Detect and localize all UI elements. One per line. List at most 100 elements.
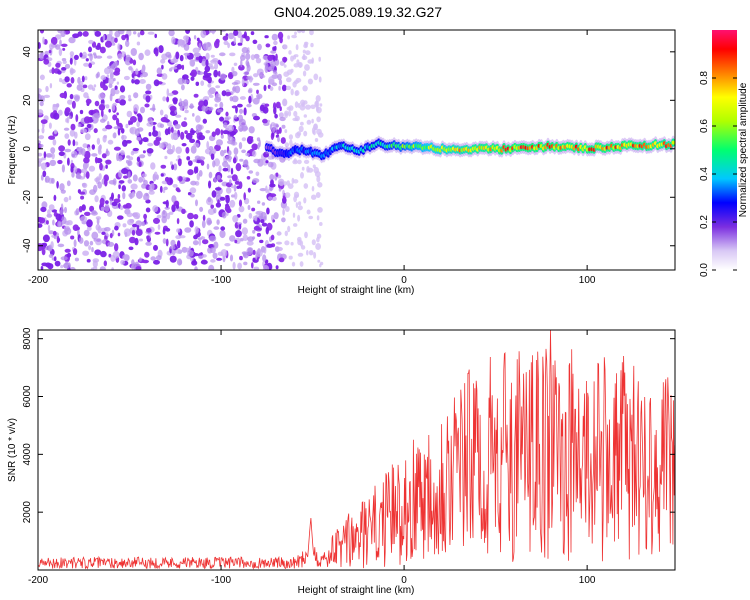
noise-blob: [208, 106, 214, 111]
noise-blob: [80, 195, 85, 200]
noise-blob: [201, 105, 209, 112]
noise-blob: [215, 128, 221, 136]
noise-blob: [170, 66, 178, 70]
noise-blob: [245, 35, 250, 42]
noise-blob: [183, 52, 190, 56]
noise-blob: [243, 261, 248, 266]
x-tick-label: -200: [28, 575, 48, 586]
noise-blob: [253, 225, 260, 231]
noise-blob: [239, 158, 244, 162]
noise-blob: [222, 167, 229, 172]
noise-blob: [59, 209, 64, 216]
noise-blob: [249, 136, 254, 140]
noise-blob: [170, 58, 178, 64]
noise-blob: [278, 79, 283, 86]
noise-blob: [178, 235, 186, 239]
noise-blob: [246, 75, 251, 80]
noise-blob: [187, 160, 193, 167]
noise-blob: [278, 178, 285, 186]
noise-blob: [286, 77, 292, 83]
noise-blob: [55, 213, 62, 221]
noise-blob: [292, 212, 296, 218]
noise-blob: [112, 178, 117, 186]
noise-blob: [297, 236, 302, 242]
noise-blob: [284, 142, 290, 148]
noise-blob: [235, 230, 242, 238]
noise-blob: [286, 180, 291, 187]
noise-blob: [88, 46, 92, 53]
noise-blob: [210, 204, 214, 209]
noise-blob: [184, 130, 188, 135]
noise-blob: [111, 201, 118, 207]
noise-blob: [146, 148, 154, 154]
noise-blob: [162, 96, 167, 102]
noise-blob: [252, 229, 256, 234]
noise-blob: [40, 266, 44, 270]
noise-blob: [317, 132, 324, 138]
noise-blob: [66, 252, 72, 258]
y-tick-label: 2000: [22, 501, 33, 524]
noise-blob: [293, 158, 297, 164]
noise-blob: [75, 141, 79, 146]
noise-blob: [64, 133, 70, 139]
noise-blob: [162, 189, 166, 194]
noise-blob: [92, 52, 97, 56]
noise-blob: [275, 265, 279, 270]
noise-blob: [94, 156, 98, 164]
noise-blob: [162, 238, 167, 244]
noise-blob: [47, 263, 54, 270]
noise-blob: [235, 106, 238, 114]
noise-blob: [277, 136, 280, 143]
noise-blob: [178, 176, 183, 182]
noise-blob: [53, 256, 57, 262]
colorbar-label: Normalized spectral amplitude: [738, 82, 749, 217]
noise-blob: [252, 150, 257, 157]
noise-blob: [160, 58, 166, 64]
noise-blob: [67, 139, 71, 146]
noise-blob: [171, 204, 176, 213]
noise-blob: [198, 156, 206, 161]
noise-blob: [232, 261, 236, 270]
noise-blob: [42, 242, 48, 247]
noise-blob: [236, 185, 240, 189]
y-tick-label: 0: [22, 146, 33, 152]
noise-blob: [124, 34, 129, 38]
noise-blob: [145, 193, 149, 197]
noise-blob: [132, 174, 138, 182]
noise-blob: [240, 54, 246, 61]
noise-blob: [45, 153, 53, 158]
noise-blob: [198, 239, 202, 246]
noise-blob: [241, 149, 247, 154]
noise-blob: [113, 146, 121, 151]
noise-blob: [127, 179, 133, 184]
noise-blob: [105, 164, 108, 169]
noise-blob: [75, 114, 79, 123]
noise-blob: [211, 30, 216, 35]
noise-blob: [43, 58, 50, 65]
noise-blob: [38, 135, 45, 140]
noise-blob: [112, 132, 116, 139]
noise-blob: [75, 208, 80, 216]
x-tick-label: 0: [401, 575, 407, 586]
noise-blob: [135, 266, 142, 270]
noise-blob: [52, 219, 55, 226]
noise-blob: [41, 248, 46, 256]
noise-blob: [144, 251, 150, 258]
noise-blob: [293, 54, 299, 58]
noise-blob: [225, 195, 230, 199]
noise-blob: [63, 196, 69, 203]
noise-blob: [193, 234, 198, 240]
noise-blob: [310, 104, 316, 110]
noise-blob: [95, 55, 103, 59]
noise-blob: [67, 99, 73, 105]
noise-blob: [93, 84, 97, 88]
noise-blob: [251, 143, 258, 151]
noise-blob: [185, 30, 191, 34]
noise-blob: [305, 50, 311, 56]
noise-blob: [242, 159, 249, 167]
noise-blob: [154, 33, 157, 39]
noise-blob: [135, 68, 139, 75]
noise-blob: [213, 208, 217, 214]
noise-blob: [271, 33, 278, 41]
